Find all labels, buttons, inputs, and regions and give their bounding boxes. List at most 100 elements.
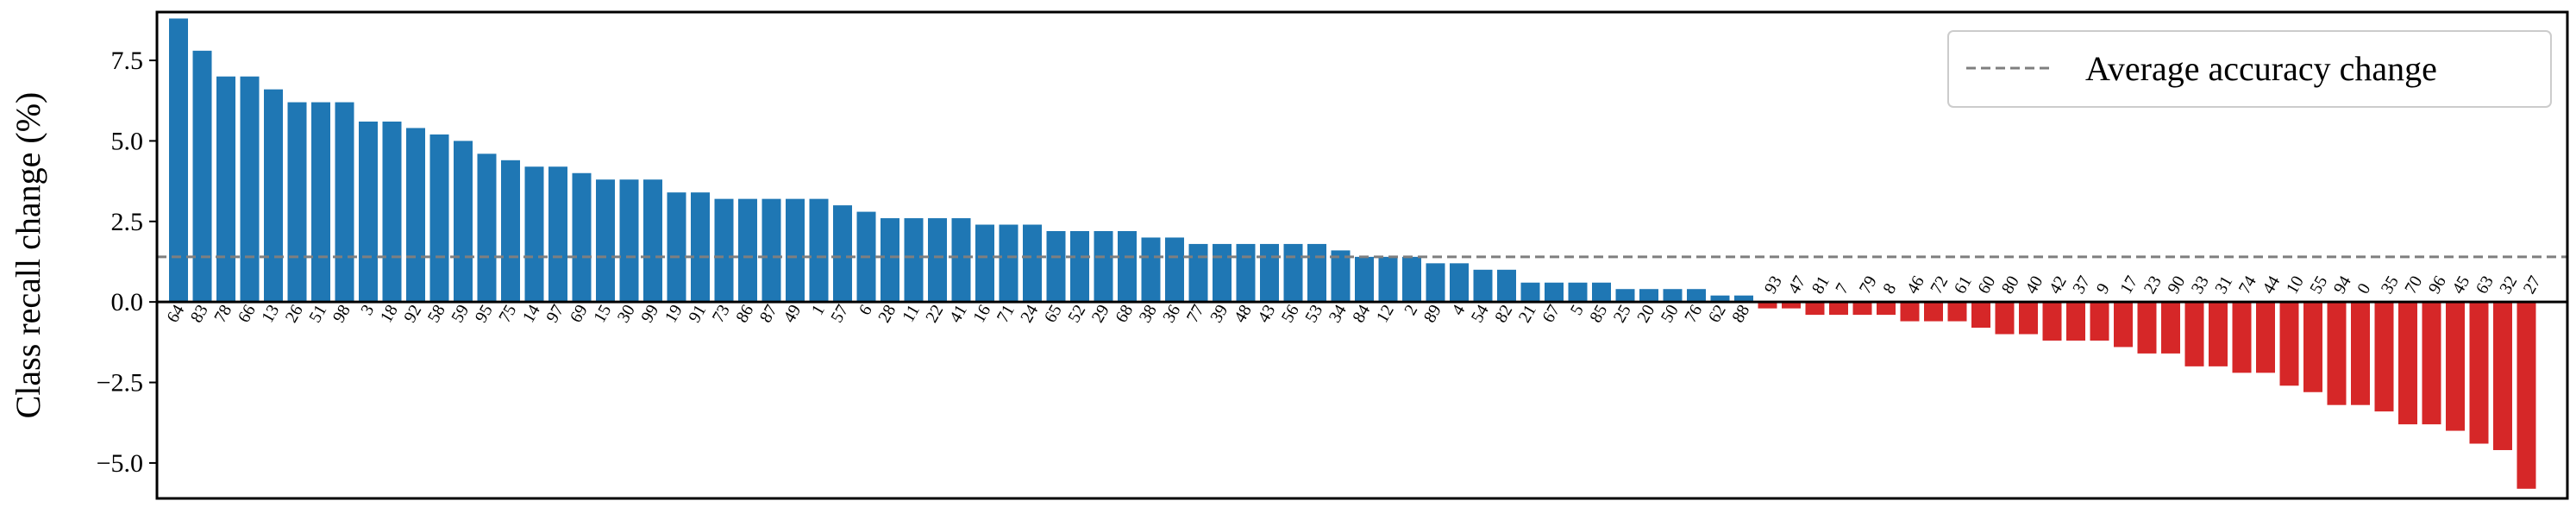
bar-71 [999,224,1018,303]
bar-55 [2303,302,2322,392]
category-label-20: 20 [1633,302,1658,326]
bar-31 [2209,302,2228,366]
category-label-4: 4 [1448,302,1469,319]
bar-30 [619,179,639,303]
category-label-69: 69 [567,302,592,326]
category-label-86: 86 [732,302,757,326]
category-label-24: 24 [1017,302,1042,326]
bar-66 [240,76,260,303]
category-label-17: 17 [2116,272,2141,297]
bar-11 [904,218,924,303]
y-axis: −5.0 −2.5 0.0 2.5 5.0 7.5 [97,47,157,478]
y-tick-label: −5.0 [97,449,143,478]
category-label-11: 11 [899,302,924,326]
category-label-5: 5 [1567,302,1588,319]
category-label-2: 2 [1401,302,1421,319]
bar-45 [2446,302,2465,431]
category-label-8: 8 [1879,280,1900,297]
y-tick-label: 5.0 [111,127,144,155]
y-tick-label: 0.0 [111,288,144,316]
bar-41 [951,218,971,303]
category-label-78: 78 [210,302,235,326]
category-label-39: 39 [1207,302,1232,326]
bar-51 [311,102,330,303]
bar-27 [2516,302,2536,489]
category-label-95: 95 [472,302,497,326]
plot-frame [155,10,2569,500]
category-label-19: 19 [661,302,686,326]
bar-78 [216,76,235,303]
category-label-9: 9 [2093,280,2114,297]
bar-99 [643,179,662,303]
bar-28 [881,218,899,303]
bar-34 [1331,250,1351,303]
bar-26 [287,102,307,303]
category-label-32: 32 [2496,272,2521,297]
bar-81 [1805,302,1825,316]
category-label-74: 74 [2235,272,2260,297]
bar-29 [1094,230,1113,303]
category-label-18: 18 [377,302,402,326]
bar-52 [1070,230,1089,303]
bar-54 [1473,269,1493,303]
bar-86 [738,198,757,303]
bar-43 [1260,243,1279,303]
bar-93 [1758,302,1777,309]
category-label-27: 27 [2520,272,2545,297]
category-label-62: 62 [1705,302,1730,326]
legend: Average accuracy change [1947,30,2552,108]
category-label-26: 26 [282,302,307,326]
bar-32 [2493,302,2512,450]
category-label-71: 71 [993,302,1018,326]
bar-73 [714,198,734,303]
category-label-60: 60 [1974,272,1999,297]
category-label-44: 44 [2259,272,2284,297]
category-label-93: 93 [1761,272,1786,297]
category-label-31: 31 [2211,272,2236,297]
category-label-3: 3 [357,302,378,319]
bar-61 [1947,302,1967,322]
category-label-38: 38 [1136,302,1161,326]
bar-38 [1141,237,1161,303]
bar-17 [2114,302,2133,348]
bar-44 [2256,302,2275,373]
bar-95 [477,153,497,303]
bar-50 [1663,289,1683,303]
category-label-90: 90 [2164,272,2189,297]
category-label-59: 59 [448,302,473,326]
bar-22 [928,218,947,303]
y-tick-label: 2.5 [111,208,144,236]
bar-69 [572,172,592,303]
category-label-52: 52 [1064,302,1089,326]
bar-7 [1829,302,1848,316]
bar-1 [809,198,829,303]
bar-70 [2398,302,2417,425]
category-label-46: 46 [1903,272,1928,297]
bars-layer [169,18,2536,489]
category-label-53: 53 [1301,302,1326,326]
category-label-80: 80 [1998,272,2023,297]
category-label-28: 28 [874,302,899,326]
bar-59 [454,141,473,303]
category-label-10: 10 [2283,272,2308,297]
bar-62 [1710,295,1730,303]
bar-63 [2469,302,2489,444]
bar-5 [1568,282,1588,303]
category-label-36: 36 [1159,302,1184,326]
category-label-40: 40 [2021,272,2046,297]
category-label-57: 57 [827,302,852,326]
bar-33 [2184,302,2204,366]
bar-20 [1639,289,1658,303]
bar-19 [667,192,686,303]
bar-65 [1046,230,1066,303]
category-label-14: 14 [519,302,544,326]
bar-94 [2327,302,2347,405]
bar-88 [1734,295,1753,303]
category-label-50: 50 [1658,302,1683,326]
category-label-85: 85 [1586,302,1611,326]
bar-13 [264,89,283,303]
category-label-96: 96 [2425,272,2450,297]
bar-60 [1971,302,1990,329]
